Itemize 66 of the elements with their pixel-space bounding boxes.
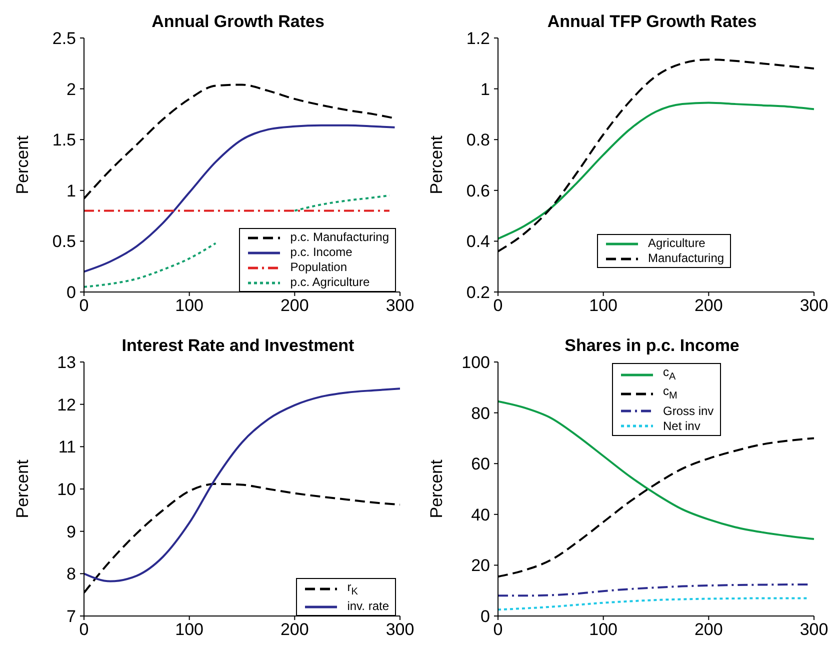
legend-label: c$_{A}$	[663, 365, 676, 384]
x-tick-label: 200	[280, 296, 309, 316]
x-tick-label: 100	[175, 620, 204, 640]
legend-label: Population	[290, 260, 347, 275]
y-tick-label: 0.8	[466, 130, 490, 150]
chart-title: Annual Growth Rates	[152, 12, 324, 31]
x-tick-label: 100	[175, 296, 204, 316]
x-tick-label: 200	[694, 296, 723, 316]
line-series	[498, 102, 814, 240]
chart-title: Annual TFP Growth Rates	[547, 12, 757, 31]
y-tick-label: 1	[480, 80, 490, 99]
legend-label: r$_{K}$	[347, 580, 358, 599]
legend-label: Gross inv	[663, 404, 714, 419]
legend-label: Manufacturing	[648, 251, 724, 266]
x-tick-label: 200	[280, 620, 309, 640]
y-tick-label: 1	[66, 181, 76, 200]
x-tick-label: 0	[79, 296, 89, 316]
y-tick-label: 0	[480, 607, 490, 626]
y-tick-label: 0.4	[466, 232, 490, 252]
x-tick-label: 300	[800, 620, 828, 640]
y-tick-label: 0.6	[466, 181, 490, 200]
y-axis-title: Percent	[427, 135, 446, 194]
legend-label: p.c. Income	[290, 245, 352, 260]
line-series	[84, 124, 396, 273]
y-tick-label: 2.5	[52, 29, 76, 48]
y-tick-label: 10	[57, 480, 76, 500]
legend-label: p.c. Manufacturing	[290, 230, 389, 245]
y-tick-label: 13	[57, 353, 76, 372]
chart-title: Shares in p.c. Income	[564, 336, 740, 355]
y-tick-label: 20	[471, 556, 490, 576]
y-axis-title: Percent	[13, 459, 32, 518]
y-tick-label: 1.2	[466, 29, 490, 48]
x-tick-label: 300	[800, 296, 828, 316]
x-tick-label: 100	[589, 296, 618, 316]
y-tick-label: 1.5	[52, 130, 76, 150]
x-tick-label: 0	[79, 620, 89, 640]
line-series	[84, 388, 400, 582]
y-tick-label: 0.5	[52, 232, 76, 252]
legend-label: inv. rate	[347, 599, 389, 614]
y-tick-label: 2	[66, 80, 76, 99]
y-tick-label: 7	[66, 607, 76, 626]
y-tick-label: 12	[57, 395, 76, 414]
y-tick-label: 0.2	[466, 283, 490, 302]
y-axis-title: Percent	[13, 135, 32, 194]
x-tick-label: 300	[386, 620, 414, 640]
x-tick-label: 100	[589, 620, 618, 640]
y-tick-label: 40	[471, 505, 490, 524]
x-tick-label: 300	[386, 296, 414, 316]
line-series	[498, 584, 810, 597]
legend-label: Agriculture	[648, 236, 706, 251]
y-axis-title: Percent	[427, 459, 446, 518]
y-tick-label: 11	[58, 438, 76, 457]
y-tick-label: 80	[471, 404, 490, 423]
chart-title: Interest Rate and Investment	[122, 336, 354, 355]
y-tick-label: 8	[66, 564, 76, 584]
line-series	[498, 400, 814, 540]
legend-label: c$_{M}$	[663, 384, 678, 404]
legend-label: Net inv	[663, 418, 700, 434]
x-tick-label: 200	[694, 620, 723, 640]
x-tick-label: 0	[493, 620, 503, 640]
legend-label: p.c. Agriculture	[290, 275, 370, 290]
y-tick-label: 100	[462, 353, 490, 372]
x-tick-label: 0	[493, 296, 503, 316]
y-tick-label: 0	[66, 283, 76, 302]
y-tick-label: 60	[471, 454, 490, 474]
y-tick-label: 9	[66, 522, 76, 542]
